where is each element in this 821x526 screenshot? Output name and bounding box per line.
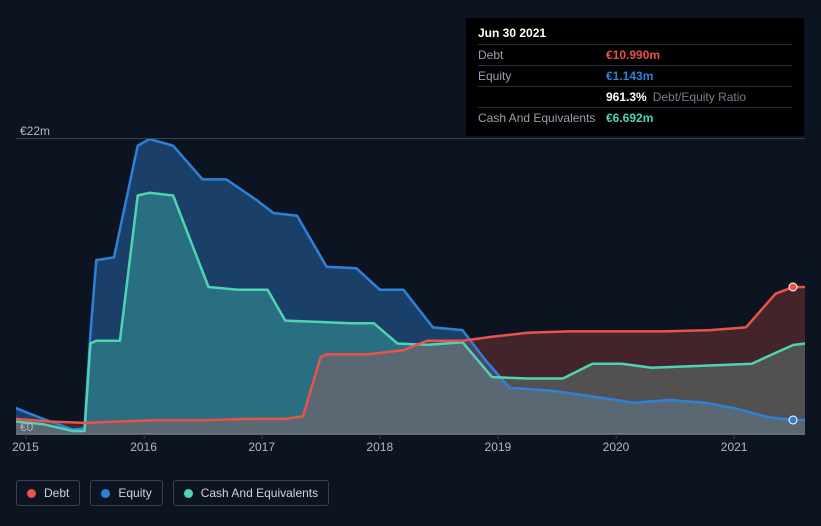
debt-equity-chart[interactable]: 2015201620172018201920202021 €22m€0 xyxy=(16,120,805,450)
tooltip-row-value: €10.990m xyxy=(606,48,660,62)
tooltip-row: Cash And Equivalents€6.692m xyxy=(478,107,792,128)
tooltip-row-extra: Debt/Equity Ratio xyxy=(653,90,746,104)
x-axis-tick: 2018 xyxy=(366,440,393,454)
chart-tooltip: Jun 30 2021 Debt€10.990mEquity€1.143m961… xyxy=(466,18,804,136)
legend-swatch xyxy=(101,489,110,498)
x-axis-tick: 2019 xyxy=(485,440,512,454)
legend: Debt Equity Cash And Equivalents xyxy=(16,480,329,506)
chart-svg xyxy=(16,139,805,435)
x-axis-tick: 2015 xyxy=(12,440,39,454)
legend-item-cash-and-equivalents[interactable]: Cash And Equivalents xyxy=(173,480,329,506)
legend-item-equity[interactable]: Equity xyxy=(90,480,162,506)
legend-label: Debt xyxy=(44,486,69,500)
x-axis-tick: 2020 xyxy=(603,440,630,454)
tooltip-row-label: Equity xyxy=(478,69,606,83)
hover-marker xyxy=(789,415,798,424)
legend-label: Cash And Equivalents xyxy=(201,486,318,500)
tooltip-row-label: Cash And Equivalents xyxy=(478,111,606,125)
legend-swatch xyxy=(27,489,36,498)
y-axis-label: €22m xyxy=(20,124,50,138)
x-axis-tick: 2021 xyxy=(721,440,748,454)
tooltip-row: 961.3% Debt/Equity Ratio xyxy=(478,86,792,107)
plot-area[interactable] xyxy=(16,138,805,434)
tooltip-row: Equity€1.143m xyxy=(478,65,792,86)
x-axis-tick: 2016 xyxy=(130,440,157,454)
x-axis: 2015201620172018201920202021 xyxy=(16,440,805,470)
legend-item-debt[interactable]: Debt xyxy=(16,480,80,506)
tooltip-row-value: €1.143m xyxy=(606,69,653,83)
legend-label: Equity xyxy=(118,486,151,500)
tooltip-row-value: 961.3% xyxy=(606,90,647,104)
tooltip-row: Debt€10.990m xyxy=(478,44,792,65)
tooltip-date: Jun 30 2021 xyxy=(478,26,792,44)
y-axis-label: €0 xyxy=(20,420,33,434)
hover-marker xyxy=(789,283,798,292)
tooltip-row-value: €6.692m xyxy=(606,111,653,125)
legend-swatch xyxy=(184,489,193,498)
tooltip-row-label: Debt xyxy=(478,48,606,62)
x-axis-tick: 2017 xyxy=(248,440,275,454)
